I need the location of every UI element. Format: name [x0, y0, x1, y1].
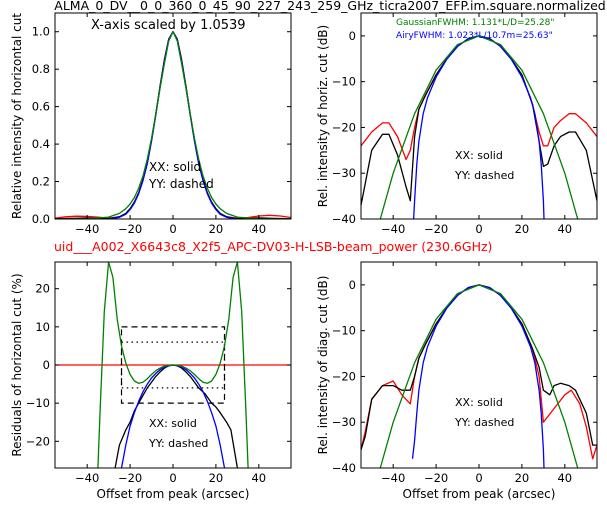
plot-frame [360, 12, 598, 220]
annotation-text: XX: solid [149, 160, 201, 174]
x-tick-label: 40 [251, 471, 266, 485]
x-tick-label: −40 [381, 222, 405, 236]
y-axis-label: Rel. intensity of diag. cut (dB) [316, 276, 330, 455]
series-line-4 [379, 35, 579, 219]
annotation-text: YY: dashed [148, 177, 214, 191]
series-line-3 [411, 284, 545, 468]
y-tick-label: −10 [26, 396, 50, 410]
y-tick-label: 0 [349, 278, 356, 292]
plot-frame [360, 261, 598, 469]
x-tick-label: −40 [381, 471, 405, 485]
x-tick-label: 0 [475, 471, 482, 485]
x-tick-label: 20 [515, 222, 530, 236]
y-tick-label: 0.2 [32, 175, 50, 189]
y-axis-label: Residuals of horizontal cut (%) [10, 273, 24, 456]
figure-title: ALMA_0_DV__0_0_360_0_45_90_227_243_259_G… [54, 0, 605, 13]
plot-area [55, 31, 291, 219]
y-tick-label: −10 [332, 324, 356, 338]
annotation-text: YY: dashed [148, 437, 208, 450]
annotation-text: XX: solid [455, 396, 503, 409]
y-tick-label: −40 [332, 461, 356, 475]
x-axis-label: Offset from peak (arcsec) [97, 487, 250, 501]
x-axis-label: Offset from peak (arcsec) [403, 487, 556, 501]
series-line-1 [361, 284, 597, 460]
y-axis-label: Rel. intensity of horiz. cut (dB) [316, 25, 330, 207]
y-tick-label: 0.6 [32, 100, 50, 114]
y-tick-label: 10 [35, 320, 50, 334]
y-tick-label: −20 [26, 434, 50, 448]
y-tick-label: 0.0 [32, 212, 50, 226]
annotation-text: YY: dashed [454, 169, 514, 182]
series-line-3 [97, 262, 249, 468]
series-line-4 [55, 31, 291, 219]
y-tick-label: 1.0 [32, 25, 50, 39]
x-tick-label: −20 [424, 471, 448, 485]
x-tick-label: −40 [75, 222, 99, 236]
x-tick-label: −40 [75, 471, 99, 485]
y-tick-label: −40 [332, 212, 356, 226]
annotation-text: XX: solid [455, 149, 503, 162]
dotted-tolerance-box [120, 341, 226, 389]
plot-area [361, 35, 597, 219]
x-tick-label: 20 [515, 471, 530, 485]
series-line-1 [361, 35, 597, 161]
y-tick-label: 20 [35, 282, 50, 296]
annotation-text: X-axis scaled by 1.0539 [91, 18, 246, 33]
x-tick-label: 40 [557, 222, 572, 236]
x-tick-label: 40 [557, 471, 572, 485]
x-tick-label: 20 [209, 222, 224, 236]
x-tick-label: 40 [251, 222, 266, 236]
x-tick-label: −20 [118, 471, 142, 485]
y-tick-label: −30 [332, 415, 356, 429]
y-tick-label: −20 [332, 369, 356, 383]
series-line-4 [379, 284, 579, 468]
x-tick-label: 0 [169, 222, 176, 236]
plot-area [55, 262, 291, 468]
x-tick-label: −20 [424, 222, 448, 236]
x-tick-label: 20 [209, 471, 224, 485]
plot-area [361, 284, 597, 468]
annotation-text: YY: dashed [454, 416, 514, 429]
y-tick-label: 0.8 [32, 62, 50, 76]
y-tick-label: −20 [332, 120, 356, 134]
x-tick-label: 0 [475, 222, 482, 236]
y-tick-label: 0 [349, 29, 356, 43]
legend-entry: GaussianFWHM: 1.131*L/D=25.28" [396, 18, 554, 28]
legend-entry: AiryFWHM: 1.023*L/10.7m=25.63" [396, 31, 553, 41]
y-axis-label: Relative intensity of horizontal cut [10, 13, 24, 219]
y-tick-label: −30 [332, 166, 356, 180]
y-tick-label: 0 [43, 358, 50, 372]
annotation-text: XX: solid [149, 417, 197, 430]
y-tick-label: 0.4 [32, 137, 50, 151]
figure-subtitle: uid___A002_X6643c8_X2f5_APC-DV03-H-LSB-b… [54, 239, 492, 254]
y-tick-label: −10 [332, 75, 356, 89]
x-tick-label: 0 [169, 471, 176, 485]
series-line-3 [412, 35, 545, 219]
panel-horizontal-cut-linear: −40 −20 0 20 40 0.0 0.2 0.4 0.6 0.8 1.0 Relative in… [10, 12, 292, 236]
x-tick-label: −20 [118, 222, 142, 236]
